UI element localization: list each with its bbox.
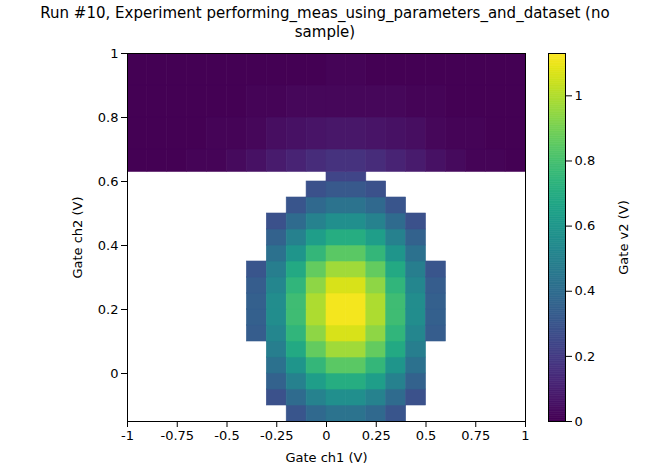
svg-text:0: 0 <box>322 428 330 443</box>
svg-text:0.8: 0.8 <box>575 153 596 168</box>
svg-text:-0.75: -0.75 <box>160 428 194 443</box>
svg-text:0.4: 0.4 <box>575 283 596 298</box>
svg-text:0: 0 <box>575 414 583 429</box>
svg-text:0.25: 0.25 <box>362 428 391 443</box>
html-text:Run #10, Experiment performing: Run #10, Experiment performing_meas_usin… <box>40 4 610 41</box>
svg-text:0.5: 0.5 <box>416 428 437 443</box>
svg-text:-0.25: -0.25 <box>260 428 294 443</box>
svg-text:0.2: 0.2 <box>98 302 119 317</box>
svg-text:Gate ch1 (V): Gate ch1 (V) <box>285 450 367 465</box>
svg-text:0.6: 0.6 <box>575 218 596 233</box>
svg-text:0.4: 0.4 <box>98 238 119 253</box>
svg-text:1: 1 <box>110 46 118 61</box>
svg-text:Gate v2 (V): Gate v2 (V) <box>616 200 631 274</box>
svg-text:0.8: 0.8 <box>98 110 119 125</box>
svg-text:1: 1 <box>521 428 529 443</box>
svg-text:0: 0 <box>110 366 118 381</box>
svg-text:-1: -1 <box>121 428 134 443</box>
svg-text:1: 1 <box>575 88 583 103</box>
svg-text:0.6: 0.6 <box>98 174 119 189</box>
svg-text:-0.5: -0.5 <box>214 428 239 443</box>
svg-text:0.2: 0.2 <box>575 349 596 364</box>
svg-text:0.75: 0.75 <box>461 428 490 443</box>
svg-text:Gate ch2 (V): Gate ch2 (V) <box>70 196 85 278</box>
